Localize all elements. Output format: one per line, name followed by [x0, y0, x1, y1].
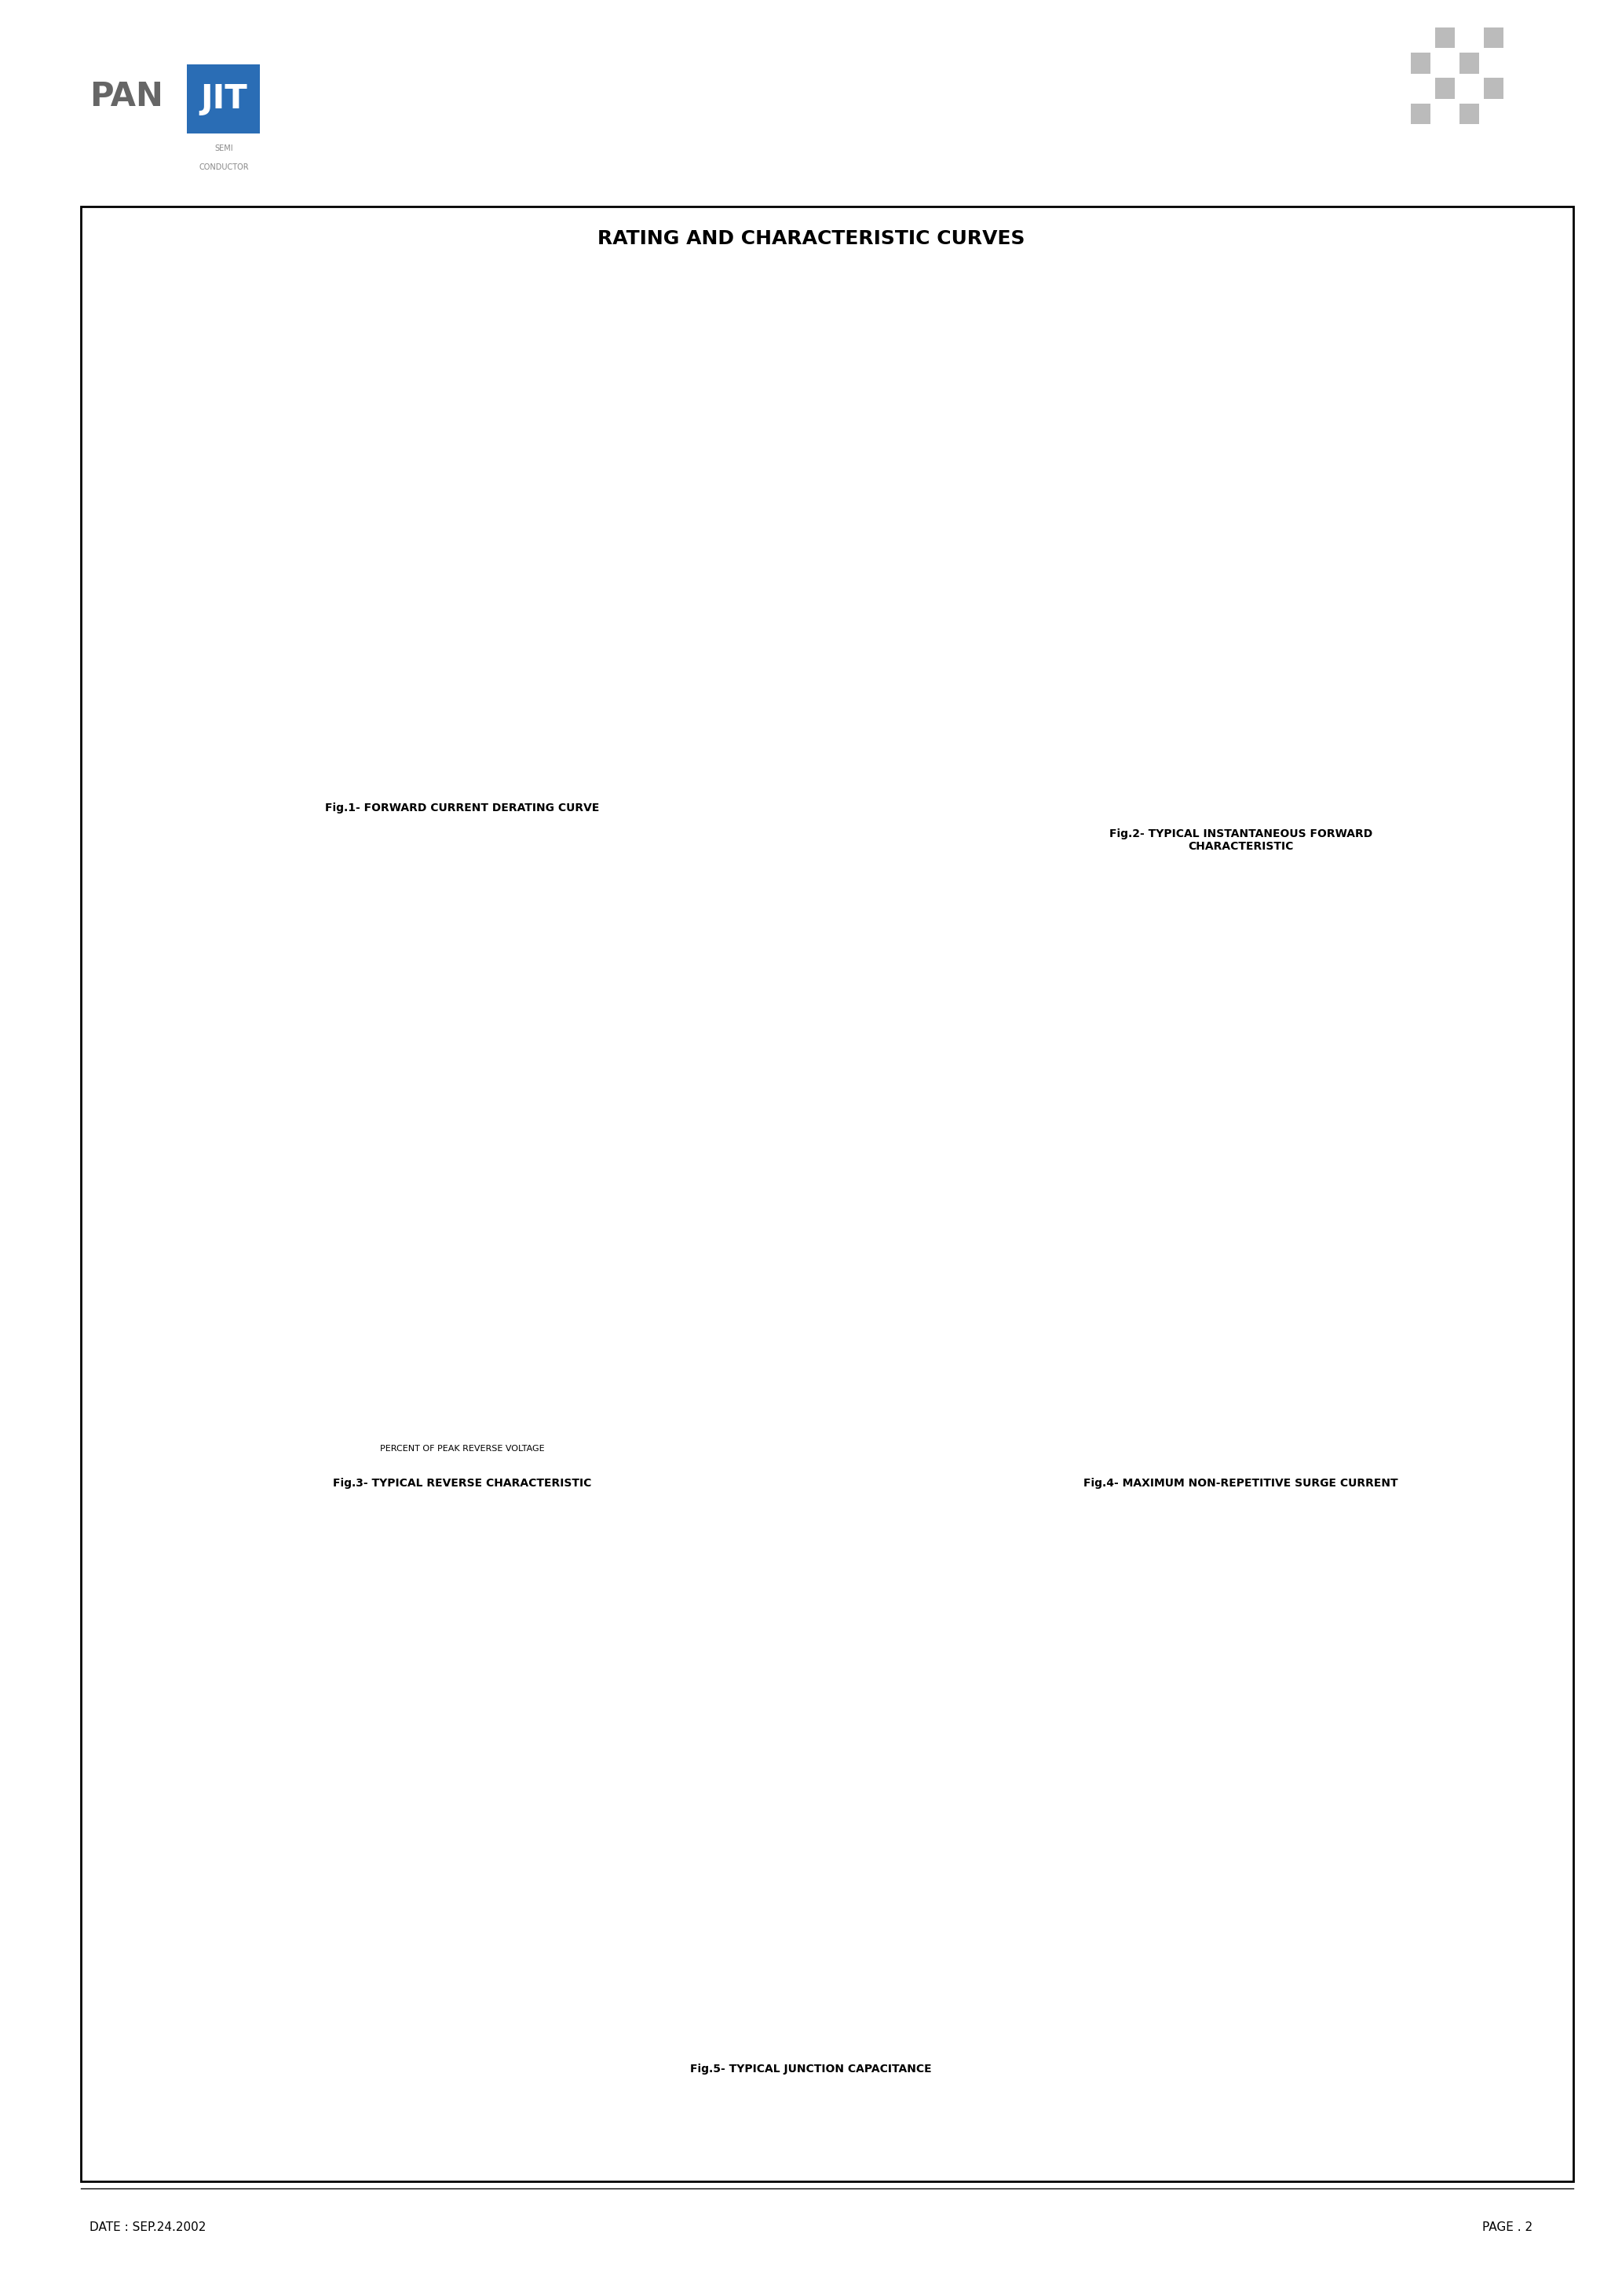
- Text: Fig.1- FORWARD CURRENT DERATING CURVE: Fig.1- FORWARD CURRENT DERATING CURVE: [324, 804, 600, 813]
- Text: T$_j$ = 25°C: T$_j$ = 25°C: [871, 1628, 920, 1642]
- FancyBboxPatch shape: [1460, 28, 1479, 48]
- Text: +T$_C$ = 25°C: +T$_C$ = 25°C: [427, 1320, 480, 1332]
- Text: DATE : SEP.24.2002: DATE : SEP.24.2002: [89, 2220, 206, 2234]
- Text: T$_C$ = 75°C: T$_C$ = 75°C: [409, 1079, 454, 1091]
- Text: RATING AND CHARACTERISTIC CURVES: RATING AND CHARACTERISTIC CURVES: [597, 230, 1025, 248]
- Text: SEMI: SEMI: [214, 145, 234, 152]
- Text: PAN: PAN: [89, 80, 162, 113]
- FancyBboxPatch shape: [1435, 53, 1455, 73]
- FancyBboxPatch shape: [187, 64, 260, 133]
- Text: Fig.4- MAXIMUM NON-REPETITIVE SURGE CURRENT: Fig.4- MAXIMUM NON-REPETITIVE SURGE CURR…: [1083, 1479, 1398, 1488]
- FancyBboxPatch shape: [1484, 103, 1504, 124]
- Y-axis label: INSTANTANEOUS FORWARD CURRENT
AMPERES: INSTANTANEOUS FORWARD CURRENT AMPERES: [894, 487, 915, 673]
- Text: CONDUCTOR: CONDUCTOR: [200, 163, 248, 170]
- Text: 80,100V: 80,100V: [1307, 427, 1345, 436]
- X-axis label: INSTANTANEOUS FORWARD VOLTAGE, VOLTS: INSTANTANEOUS FORWARD VOLTAGE, VOLTS: [1122, 847, 1343, 856]
- FancyBboxPatch shape: [1411, 53, 1431, 73]
- FancyBboxPatch shape: [1460, 78, 1479, 99]
- FancyBboxPatch shape: [1435, 78, 1455, 99]
- FancyBboxPatch shape: [1411, 28, 1431, 48]
- Y-axis label: AVERAGE FORWARD CURRENT: AVERAGE FORWARD CURRENT: [152, 475, 164, 627]
- FancyBboxPatch shape: [1460, 53, 1479, 73]
- Text: 50,60V: 50,60V: [1108, 354, 1139, 363]
- X-axis label: REVERSE VOLTAGE, VOLTS: REVERSE VOLTAGE, VOLTS: [795, 2053, 925, 2062]
- Text: PERCENT OF PEAK REVERSE VOLTAGE: PERCENT OF PEAK REVERSE VOLTAGE: [380, 1444, 545, 1453]
- X-axis label: NO. OF CYCLE AT 60HZ: NO. OF CYCLE AT 60HZ: [1176, 1433, 1289, 1442]
- FancyBboxPatch shape: [81, 207, 1573, 2181]
- Text: PAGE . 2: PAGE . 2: [1483, 2220, 1533, 2234]
- Text: Fig.3- TYPICAL REVERSE CHARACTERISTIC: Fig.3- TYPICAL REVERSE CHARACTERISTIC: [333, 1479, 592, 1488]
- FancyBboxPatch shape: [1484, 78, 1504, 99]
- FancyBboxPatch shape: [1411, 78, 1431, 99]
- Text: Fig.5- TYPICAL JUNCTION CAPACITANCE: Fig.5- TYPICAL JUNCTION CAPACITANCE: [691, 2064, 931, 2073]
- X-axis label: CASE TEMPERATURE, °C: CASE TEMPERATURE, °C: [402, 790, 522, 799]
- Y-axis label: PEAK FORWARD SURGE CURRENT,: PEAK FORWARD SURGE CURRENT,: [902, 1086, 912, 1256]
- FancyBboxPatch shape: [1435, 103, 1455, 124]
- Text: Fig.2- TYPICAL INSTANTANEOUS FORWARD
CHARACTERISTIC: Fig.2- TYPICAL INSTANTANEOUS FORWARD CHA…: [1109, 829, 1372, 852]
- Y-axis label: CAPACITANCE, pF: CAPACITANCE, pF: [496, 1759, 506, 1846]
- Text: JIT: JIT: [201, 83, 247, 115]
- Text: T$_C$ = 100°C: T$_C$ = 100°C: [302, 953, 352, 964]
- Text: T$_j$ = 25°C
Pulse Width = 300μs
1% Duty Cycle: T$_j$ = 25°C Pulse Width = 300μs 1% Duty…: [1208, 776, 1293, 806]
- Text: 8.3ms Single
Half Since-Wave
JEDEC Method: 8.3ms Single Half Since-Wave JEDEC Metho…: [1058, 1111, 1127, 1139]
- Text: 20,30,40V: 20,30,40V: [975, 354, 1019, 363]
- FancyBboxPatch shape: [1411, 103, 1431, 124]
- X-axis label: PERCENT OF PEAK REVERSE VOLTAGE: PERCENT OF PEAK REVERSE VOLTAGE: [370, 1430, 555, 1442]
- Y-axis label: INSTANTANEOUS REVERSE CURRENT, MILAMPERES: INSTANTANEOUS REVERSE CURRENT, MILAMPERE…: [157, 1058, 164, 1283]
- FancyBboxPatch shape: [1484, 28, 1504, 48]
- FancyBboxPatch shape: [1484, 53, 1504, 73]
- FancyBboxPatch shape: [1460, 103, 1479, 124]
- FancyBboxPatch shape: [1435, 28, 1455, 48]
